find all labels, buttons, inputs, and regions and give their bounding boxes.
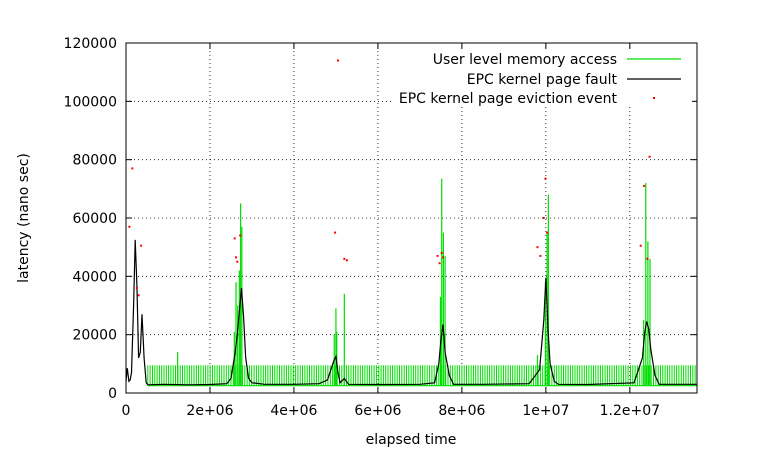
eviction-point — [131, 167, 134, 170]
y-tick-label: 80000 — [72, 153, 117, 169]
series-epc-kernel-page-eviction-event — [128, 59, 654, 297]
eviction-point — [643, 184, 646, 187]
eviction-point — [343, 257, 346, 260]
axes: 0 20000 40000 60000 80000 100000 120000 0 2e+06 4… — [64, 36, 698, 419]
eviction-point — [544, 177, 547, 180]
eviction-point — [235, 256, 238, 259]
y-axis-label: latency (nano sec) — [16, 153, 32, 283]
eviction-point — [441, 256, 444, 259]
eviction-point — [639, 244, 642, 247]
x-axis-label: elapsed time — [366, 432, 457, 448]
plot-frame — [125, 42, 698, 394]
eviction-point — [648, 155, 651, 158]
eviction-point — [334, 231, 337, 234]
eviction-point — [345, 259, 348, 262]
eviction-point — [436, 254, 439, 257]
x-tick-label: 0 — [122, 403, 131, 419]
series-user-level-memory-access — [147, 178, 697, 387]
eviction-point — [546, 231, 549, 234]
eviction-point — [239, 234, 242, 237]
x-tick-label: 1.2e+07 — [600, 403, 660, 419]
eviction-point — [539, 254, 542, 257]
legend-swatch — [653, 97, 655, 99]
legend: User level memory access EPC kernel page … — [392, 50, 692, 107]
eviction-point — [128, 225, 131, 228]
y-tick-label: 120000 — [64, 36, 117, 52]
user-access-regular-spikes — [147, 365, 696, 386]
y-tick-label: 100000 — [64, 94, 117, 110]
x-tick-label: 8e+06 — [438, 403, 485, 419]
legend-label: EPC kernel page fault — [467, 72, 618, 88]
y-tick-label: 0 — [108, 386, 117, 402]
eviction-point — [135, 287, 138, 289]
x-tick-label: 4e+06 — [270, 403, 317, 419]
eviction-point — [536, 246, 539, 249]
series-epc-kernel-page-fault — [125, 239, 697, 386]
eviction-point — [236, 260, 239, 263]
plot-area — [125, 59, 697, 387]
eviction-point — [438, 262, 441, 265]
eviction-point — [646, 257, 649, 260]
legend-label: EPC kernel page eviction event — [399, 91, 618, 107]
legend-label: User level memory access — [433, 52, 617, 68]
y-tick-label: 60000 — [72, 211, 117, 227]
y-tick-label: 40000 — [72, 269, 117, 285]
eviction-point — [337, 59, 340, 62]
x-tick-label: 2e+06 — [186, 403, 233, 419]
eviction-point — [542, 217, 545, 219]
eviction-point — [233, 237, 236, 240]
eviction-point — [140, 244, 143, 247]
eviction-point — [440, 252, 443, 254]
x-tick-label: 6e+06 — [354, 403, 401, 419]
x-tick-label: 1e+07 — [522, 403, 569, 419]
eviction-point — [137, 294, 140, 297]
y-tick-label: 20000 — [72, 328, 117, 344]
